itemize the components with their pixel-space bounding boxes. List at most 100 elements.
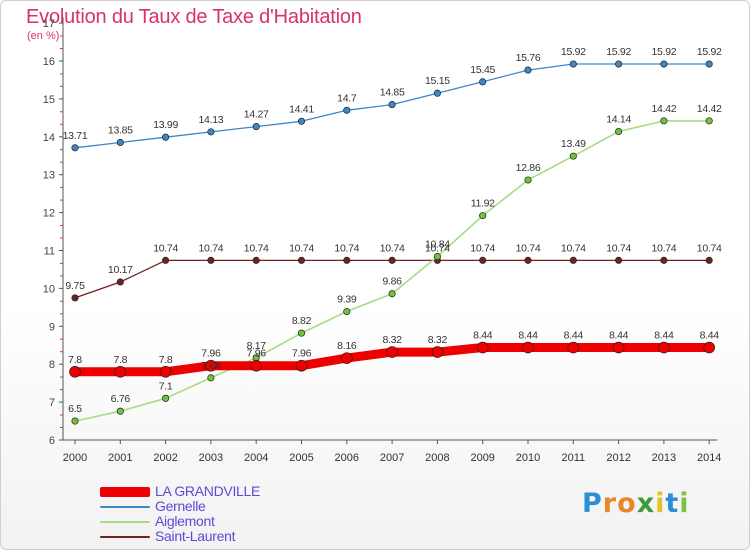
x-tick-label: 2002 <box>153 452 177 464</box>
data-point-la-grandville <box>386 346 398 358</box>
data-point-aiglemont <box>388 290 396 298</box>
data-label-aiglemont: 8.82 <box>292 315 312 327</box>
x-tick-label: 2005 <box>289 452 313 464</box>
data-label-saint-laurent: 10.74 <box>199 242 224 254</box>
data-label-gernelle: 13.85 <box>108 124 133 136</box>
logo-letter: r <box>602 488 618 519</box>
data-point-la-grandville <box>340 352 353 364</box>
data-point-saint-laurent <box>116 278 124 286</box>
data-label-aiglemont: 7.64 <box>201 360 221 372</box>
chart-title: Evolution du Taux de Taxe d'Habitation <box>26 6 362 28</box>
data-label-saint-laurent: 10.74 <box>697 242 722 254</box>
data-point-la-grandville <box>159 365 172 378</box>
data-label-aiglemont: 9.86 <box>382 276 402 288</box>
data-point-gernelle <box>705 60 713 68</box>
data-point-saint-laurent <box>660 256 668 264</box>
data-point-gernelle <box>615 60 623 68</box>
y-tick-label: 8 <box>49 359 55 371</box>
unit-label: (en %) <box>27 30 60 42</box>
legend-label: Gernelle <box>155 498 206 514</box>
data-point-saint-laurent <box>297 256 306 264</box>
x-tick-label: 2000 <box>63 452 87 464</box>
data-label-la-grandville: 8.44 <box>609 330 629 342</box>
data-label-la-grandville: 8.16 <box>337 340 357 352</box>
data-point-la-grandville <box>431 346 444 358</box>
data-label-gernelle: 14.13 <box>199 114 224 126</box>
data-label-la-grandville: 8.32 <box>428 334 448 346</box>
x-tick-label: 2008 <box>425 452 449 464</box>
data-label-saint-laurent: 10.74 <box>153 242 178 254</box>
data-label-saint-laurent: 10.17 <box>108 264 133 276</box>
data-label-la-grandville: 8.44 <box>473 330 493 342</box>
data-point-aiglemont <box>479 212 487 220</box>
y-tick-label: 13 <box>43 170 55 182</box>
x-tick-label: 2001 <box>108 452 132 464</box>
data-point-la-grandville <box>205 359 217 372</box>
data-label-gernelle: 15.45 <box>470 64 495 76</box>
logo-letter: P <box>582 488 603 519</box>
data-point-aiglemont <box>569 152 577 160</box>
data-label-aiglemont: 11.92 <box>471 198 495 210</box>
data-label-aiglemont: 6.76 <box>111 393 131 405</box>
data-point-gernelle <box>388 101 396 109</box>
y-tick-label: 17 <box>43 18 55 30</box>
data-point-gernelle <box>297 117 306 125</box>
data-point-saint-laurent <box>569 256 577 264</box>
data-label-gernelle: 14.7 <box>337 92 357 104</box>
data-point-saint-laurent <box>71 294 79 302</box>
x-tick-label: 2011 <box>561 452 585 464</box>
data-label-aiglemont: 8.17 <box>247 340 267 352</box>
data-point-la-grandville <box>250 359 263 372</box>
data-point-saint-laurent <box>524 256 532 264</box>
x-tick-label: 2006 <box>335 452 359 464</box>
data-label-gernelle: 15.76 <box>516 52 541 64</box>
data-point-la-grandville <box>703 341 716 354</box>
data-point-aiglemont <box>660 117 668 125</box>
data-point-saint-laurent <box>615 256 623 264</box>
y-tick-label: 14 <box>43 132 55 144</box>
data-label-gernelle: 14.41 <box>289 103 314 115</box>
data-point-gernelle <box>162 133 170 141</box>
data-label-saint-laurent: 10.74 <box>334 242 359 254</box>
series-line-aiglemont <box>74 120 711 422</box>
data-label-la-grandville: 7.96 <box>247 348 267 360</box>
data-label-aiglemont: 10.84 <box>425 239 450 251</box>
data-point-aiglemont <box>162 394 170 402</box>
data-point-aiglemont <box>433 253 441 261</box>
data-label-saint-laurent: 10.74 <box>652 242 677 254</box>
logo-letter: o <box>617 488 637 519</box>
data-label-aiglemont: 9.39 <box>337 294 357 306</box>
logo-letter: i <box>679 488 690 519</box>
data-point-la-grandville <box>295 359 308 372</box>
data-point-gernelle <box>207 128 215 136</box>
x-tick-label: 2007 <box>380 452 404 464</box>
data-point-saint-laurent <box>162 256 170 264</box>
data-label-saint-laurent: 10.74 <box>244 242 269 254</box>
data-point-aiglemont <box>705 117 713 125</box>
data-label-gernelle: 15.92 <box>561 46 586 58</box>
data-point-aiglemont <box>615 127 623 136</box>
data-point-la-grandville <box>522 341 534 354</box>
data-label-gernelle: 15.92 <box>652 46 677 58</box>
legend-swatch <box>100 521 150 523</box>
x-tick-label: 2003 <box>199 452 223 464</box>
data-point-aiglemont <box>524 176 532 184</box>
legend-swatch <box>100 506 150 508</box>
data-point-la-grandville <box>612 341 625 354</box>
data-point-saint-laurent <box>388 256 396 264</box>
proxiti-logo: Proxiti <box>582 488 690 519</box>
data-point-gernelle <box>660 60 668 68</box>
data-point-aiglemont <box>207 374 215 382</box>
data-point-gernelle <box>343 106 351 114</box>
data-label-aiglemont: 14.42 <box>697 103 722 115</box>
data-label-gernelle: 13.71 <box>63 130 88 142</box>
data-point-aiglemont <box>343 307 351 316</box>
logo-letter: t <box>665 488 680 519</box>
data-label-la-grandville: 7.96 <box>201 348 221 360</box>
data-label-la-grandville: 7.8 <box>159 354 173 366</box>
data-label-saint-laurent: 10.74 <box>606 242 631 254</box>
y-tick-label: 7 <box>49 397 55 409</box>
data-point-gernelle <box>71 144 79 152</box>
logo-letter: x <box>636 488 656 519</box>
